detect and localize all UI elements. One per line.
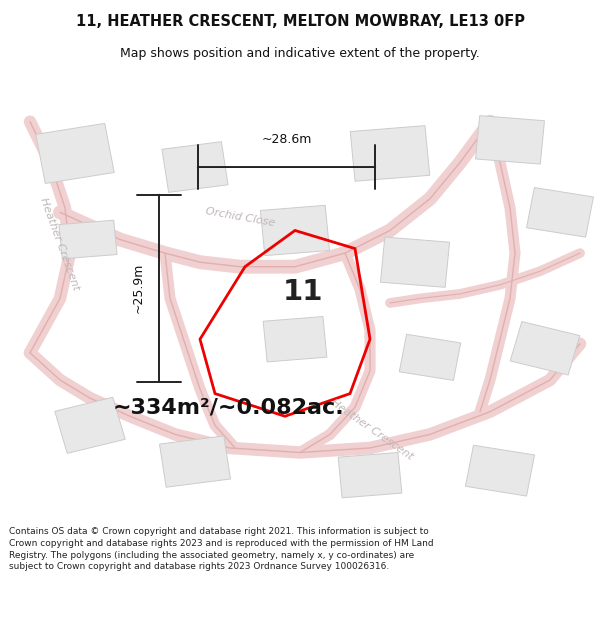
Polygon shape <box>260 206 329 256</box>
Text: ~25.9m: ~25.9m <box>131 263 145 313</box>
Polygon shape <box>162 142 228 192</box>
Polygon shape <box>510 321 580 375</box>
Polygon shape <box>399 334 461 381</box>
Polygon shape <box>350 126 430 181</box>
Text: 11: 11 <box>283 278 323 306</box>
Text: ~28.6m: ~28.6m <box>262 133 311 146</box>
Polygon shape <box>476 116 544 164</box>
Polygon shape <box>59 220 117 259</box>
Text: 11, HEATHER CRESCENT, MELTON MOWBRAY, LE13 0FP: 11, HEATHER CRESCENT, MELTON MOWBRAY, LE… <box>76 14 524 29</box>
Polygon shape <box>36 123 114 184</box>
Polygon shape <box>338 452 402 498</box>
Polygon shape <box>466 445 535 496</box>
Text: Map shows position and indicative extent of the property.: Map shows position and indicative extent… <box>120 48 480 61</box>
Text: Orchid Close: Orchid Close <box>205 206 275 228</box>
Polygon shape <box>380 237 449 288</box>
Text: Contains OS data © Crown copyright and database right 2021. This information is : Contains OS data © Crown copyright and d… <box>9 527 434 571</box>
Polygon shape <box>160 436 230 488</box>
Polygon shape <box>263 316 327 362</box>
Text: ~334m²/~0.082ac.: ~334m²/~0.082ac. <box>112 398 344 418</box>
Text: Heather Crescent: Heather Crescent <box>329 398 415 462</box>
Polygon shape <box>55 398 125 453</box>
Polygon shape <box>527 188 593 237</box>
Text: Heather Crescent: Heather Crescent <box>38 196 82 292</box>
